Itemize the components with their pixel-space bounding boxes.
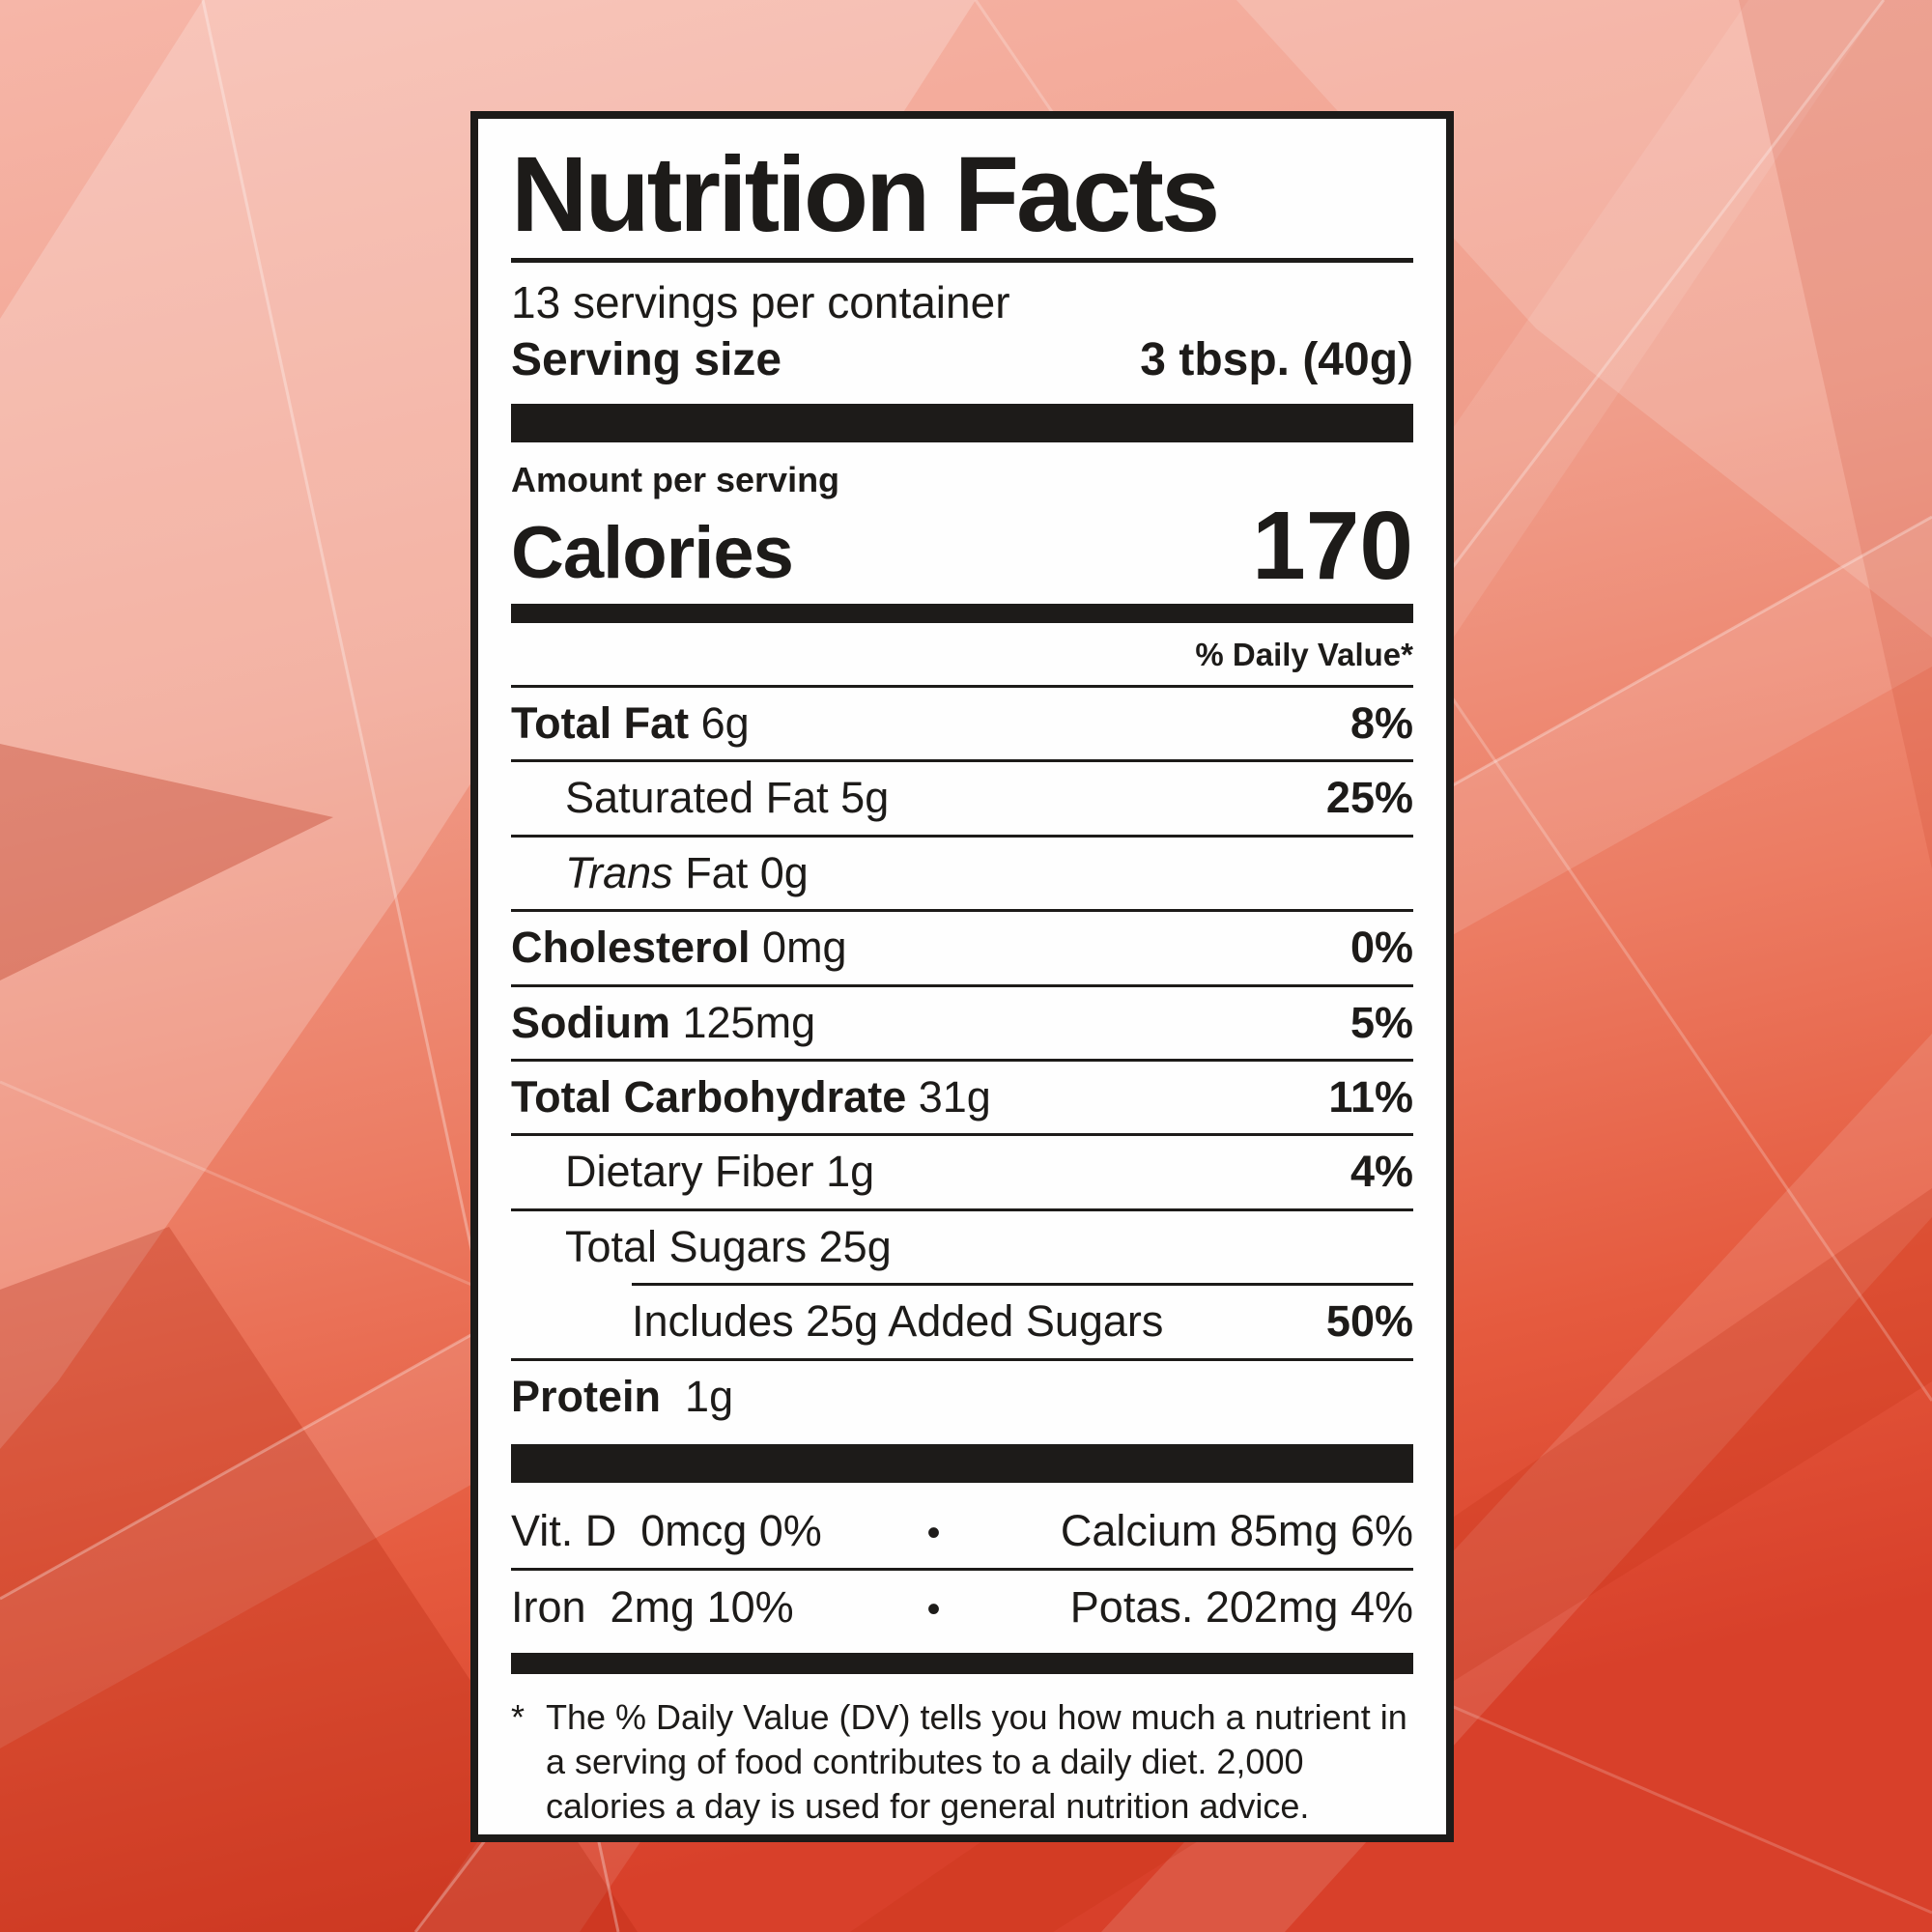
serving-size-row: Serving size 3 tbsp. (40g): [511, 334, 1413, 386]
micronutrient-left: Vit. D 0mcg 0%: [511, 1505, 822, 1555]
nutrient-name-amount: Protein 1g: [511, 1371, 734, 1421]
nutrient-table: Total Fat 6g 8% Saturated Fat 5g 25% Trans F…: [511, 685, 1413, 1433]
nutrient-name-amount: Trans Fat 0g: [565, 847, 809, 897]
nutrient-name-amount: Total Fat 6g: [511, 698, 750, 749]
micronutrient-left: Iron 2mg 10%: [511, 1582, 794, 1633]
daily-value-percent: 8%: [1350, 698, 1413, 749]
nutrient-name-amount: Saturated Fat 5g: [565, 773, 890, 823]
bullet-separator: •: [926, 1588, 941, 1632]
nutrient-row: Sodium 125mg 5%: [511, 983, 1413, 1059]
footnote-text: The % Daily Value (DV) tells you how muc…: [546, 1696, 1407, 1826]
daily-value-percent: 4%: [1350, 1147, 1413, 1197]
nutrient-row: Trans Fat 0g: [511, 834, 1413, 909]
page-title: Nutrition Facts: [511, 135, 1220, 254]
section-bar-top: [511, 403, 1413, 442]
nutrient-row: Includes 25g Added Sugars 50%: [632, 1283, 1413, 1357]
section-bar-protein: [511, 1443, 1413, 1483]
micronutrient-row: Vit. D 0mcg 0% • Calcium 85mg 6%: [511, 1494, 1413, 1568]
daily-value-percent: 5%: [1350, 997, 1413, 1047]
section-bar-calories: [511, 604, 1413, 624]
nutrient-name-amount: Dietary Fiber 1g: [565, 1147, 875, 1197]
nutrient-row: Saturated Fat 5g 25%: [511, 759, 1413, 834]
nutrient-name-amount: Sodium 125mg: [511, 997, 816, 1047]
micronutrient-right: Potas. 202mg 4%: [1069, 1582, 1413, 1633]
nutrient-row: Total Sugars 25g: [511, 1208, 1413, 1283]
nutrition-facts-label: Nutrition Facts 13 servings per containe…: [470, 111, 1454, 1842]
nutrient-name-amount: Cholesterol 0mg: [511, 923, 847, 973]
nutrient-name-amount: Includes 25g Added Sugars: [632, 1296, 1164, 1347]
nutrient-row: Dietary Fiber 1g 4%: [511, 1133, 1413, 1208]
daily-value-percent: 11%: [1328, 1072, 1413, 1122]
nutrient-name-amount: Total Sugars 25g: [565, 1221, 892, 1271]
nutrient-row: Protein 1g: [511, 1357, 1413, 1433]
nutrient-row: Cholesterol 0mg 0%: [511, 909, 1413, 983]
footnote-asterisk: *: [511, 1696, 526, 1737]
daily-value-header: % Daily Value*: [1195, 637, 1413, 673]
daily-value-percent: 50%: [1325, 1296, 1413, 1347]
nutrient-name-amount: Total Carbohydrate 31g: [511, 1072, 991, 1122]
micronutrient-table: Vit. D 0mcg 0% • Calcium 85mg 6% Iron 2mg 1…: [511, 1494, 1413, 1645]
daily-value-percent: 0%: [1350, 923, 1413, 973]
calories-value: 170: [1252, 492, 1413, 601]
nutrient-row: Total Carbohydrate 31g 11%: [511, 1059, 1413, 1133]
bullet-separator: •: [926, 1511, 941, 1554]
serving-size-value: 3 tbsp. (40g): [1140, 333, 1413, 385]
title-divider: [511, 258, 1413, 264]
background-facet: [0, 744, 333, 980]
daily-value-percent: 25%: [1325, 773, 1413, 823]
daily-value-footnote: * The % Daily Value (DV) tells you how m…: [511, 1695, 1413, 1829]
calories-row: Calories 170: [511, 492, 1413, 601]
nutrient-row: Total Fat 6g 8%: [511, 685, 1413, 759]
servings-per-container: 13 servings per container: [511, 277, 1010, 328]
section-bar-micros: [511, 1652, 1413, 1674]
micronutrient-row: Iron 2mg 10% • Potas. 202mg 4%: [511, 1568, 1413, 1644]
amount-per-serving-label: Amount per serving: [511, 459, 840, 499]
serving-size-label: Serving size: [511, 333, 782, 385]
micronutrient-right: Calcium 85mg 6%: [1060, 1505, 1413, 1555]
background-facet: [1739, 0, 1932, 869]
calories-label: Calories: [511, 512, 794, 595]
